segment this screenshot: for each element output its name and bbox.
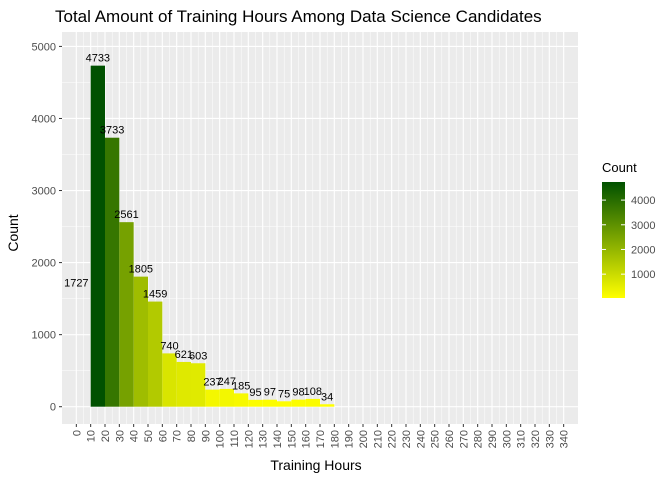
y-tick-label: 5000 [32,41,56,53]
x-tick-label: 90 [200,430,212,442]
x-tick-label: 80 [186,430,198,442]
x-tick-label: 340 [559,430,571,448]
bar-70-80 [176,361,191,407]
x-tick-label: 220 [387,430,399,448]
y-axis: 0 1000 2000 3000 4000 5000 [32,41,62,414]
legend-tick-label: 3000 [631,220,655,232]
x-tick-label: 260 [444,430,456,448]
x-tick-label: 290 [487,430,499,448]
legend-tick-label: 4000 [631,195,655,207]
x-tick-label: 170 [315,430,327,448]
data-label: 95 [249,387,261,399]
bar-80-90 [191,363,206,407]
x-tick-label: 190 [344,430,356,448]
bar-90-100 [205,389,220,407]
data-label: 237 [203,377,221,389]
data-label: 75 [278,388,290,400]
x-tick-label: 150 [286,430,298,448]
bar-100-110 [219,388,234,407]
data-label: 185 [232,380,250,392]
annotation-label: 1727 [64,277,88,289]
bars [90,65,335,407]
bar-10-20 [90,65,105,407]
x-tick-label: 200 [358,430,370,448]
grid-lines [62,32,578,424]
x-tick-label: 30 [114,430,126,442]
data-label: 4733 [86,53,110,65]
data-label: 3733 [100,125,124,137]
bar-30-40 [119,222,134,407]
bar-60-70 [162,353,177,407]
x-tick-label: 210 [372,430,384,448]
bar-170-180 [320,404,335,407]
x-tick-label: 300 [501,430,513,448]
data-label: 603 [189,350,207,362]
x-tick-label: 280 [473,430,485,448]
bar-50-60 [148,301,163,407]
bar-120-130 [248,399,263,407]
x-tick-label: 310 [516,430,528,448]
x-tick-label: 330 [544,430,556,448]
color-legend: Count 1000 2000 3000 4000 [602,160,655,298]
x-tick-label: 230 [401,430,413,448]
x-tick-label: 180 [329,430,341,448]
x-tick-label: 140 [272,430,284,448]
data-label: 2561 [114,209,138,221]
y-tick-label: 1000 [32,330,56,342]
x-tick-label: 70 [172,430,184,442]
data-label: 1805 [129,264,153,276]
x-tick-label: 100 [215,430,227,448]
data-label: 1459 [143,289,167,301]
x-axis-title: Training Hours [270,457,361,473]
legend-tick-label: 2000 [631,244,655,256]
bar-20-30 [105,137,120,407]
bar-150-160 [291,399,306,407]
x-tick-label: 60 [157,430,169,442]
x-tick-label: 40 [129,430,141,442]
x-tick-label: 240 [415,430,427,448]
x-tick-label: 20 [100,430,112,442]
bar-160-170 [305,398,320,407]
x-tick-label: 130 [258,430,270,448]
data-label: 621 [175,349,193,361]
bar-130-140 [262,399,277,407]
bar-40-50 [133,276,148,407]
x-tick-label: 120 [243,430,255,448]
x-tick-label: 320 [530,430,542,448]
legend-title: Count [602,160,637,175]
bar-140-150 [277,401,292,407]
x-tick-label: 10 [86,430,98,442]
chart-title: Total Amount of Training Hours Among Dat… [55,7,542,26]
y-tick-label: 0 [50,402,56,414]
y-tick-label: 4000 [32,113,56,125]
data-label: 740 [160,340,178,352]
data-label: 108 [304,386,322,398]
x-tick-label: 250 [430,430,442,448]
data-label: 34 [321,391,333,403]
y-axis-title: Count [5,214,21,251]
x-tick-label: 110 [229,430,241,448]
data-label: 97 [264,387,276,399]
y-tick-label: 3000 [32,186,56,198]
x-tick-label: 160 [301,430,313,448]
x-tick-label: 270 [458,430,470,448]
data-label: 98 [292,387,304,399]
legend-tick-label: 1000 [631,269,655,281]
data-label: 247 [218,376,236,388]
y-tick-label: 2000 [32,258,56,270]
legend-colorbar [602,182,625,298]
x-axis: 0 10 20 30 40 50 60 70 80 90 100 110 120 130 140 150 160… [71,424,571,448]
x-tick-label: 50 [143,430,155,442]
x-tick-label: 0 [71,430,83,436]
bar-110-120 [234,393,249,407]
